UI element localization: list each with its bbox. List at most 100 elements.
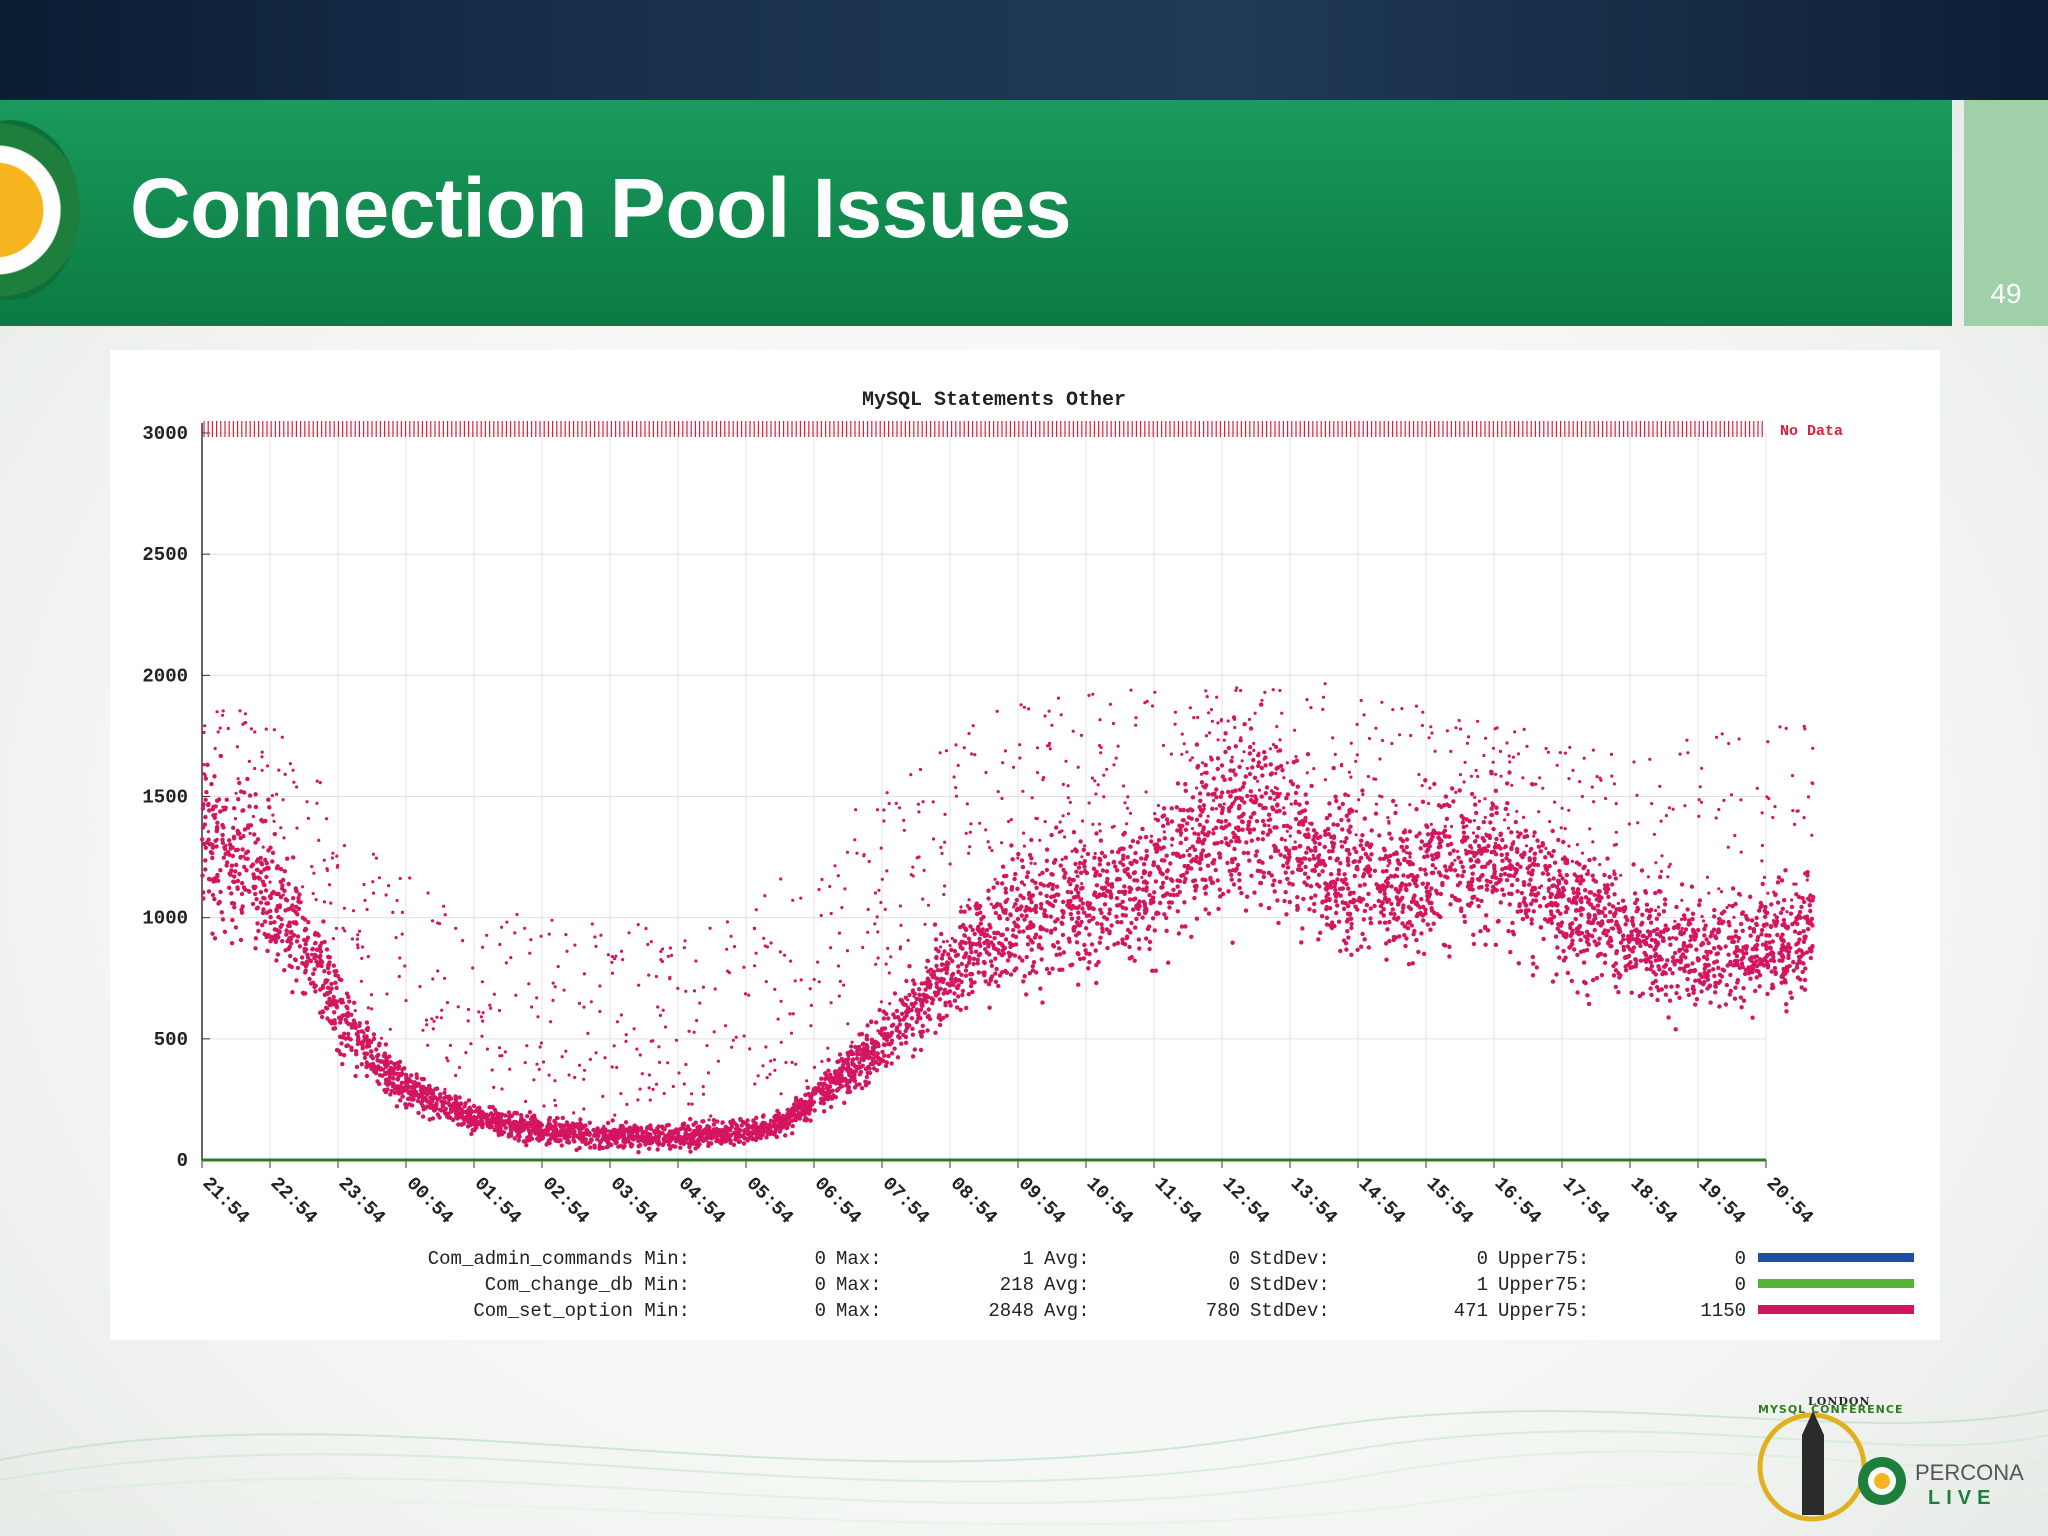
scatter-point [1447, 954, 1452, 959]
scatter-point [1602, 953, 1608, 958]
scatter-point [1049, 872, 1054, 877]
scatter-point [1653, 958, 1659, 963]
scatter-point [1451, 848, 1456, 853]
scatter-point [828, 1079, 833, 1085]
scatter-point [1440, 880, 1445, 886]
scatter-point [1039, 901, 1044, 907]
scatter-point [1476, 859, 1481, 864]
scatter-point [1582, 864, 1587, 869]
scatter-point [889, 1023, 895, 1028]
scatter-point [964, 1005, 969, 1011]
scatter-point [1140, 915, 1145, 920]
scatter-point [333, 980, 338, 985]
scatter-point [1488, 820, 1493, 825]
scatter-point [706, 1143, 711, 1148]
scatter-point [288, 953, 293, 959]
scatter-point [247, 793, 253, 798]
scatter-point [1336, 871, 1342, 877]
scatter-point [1245, 793, 1250, 799]
scatter-point [808, 1118, 813, 1123]
scatter-point [1297, 844, 1303, 849]
scatter-point [1344, 947, 1349, 952]
scatter-point [355, 1041, 360, 1047]
scatter-point [1763, 914, 1768, 919]
scatter-point [635, 1129, 640, 1134]
scatter-point [925, 1028, 930, 1033]
scatter-point [1754, 959, 1759, 964]
scatter-point [1359, 838, 1364, 843]
scatter-point [1438, 914, 1443, 920]
scatter-point [1644, 902, 1650, 907]
scatter-point [237, 871, 242, 877]
scatter-point [1342, 872, 1347, 877]
scatter-point [1757, 908, 1762, 913]
scatter-point [790, 1123, 795, 1129]
scatter-point [1380, 869, 1386, 874]
scatter-point [291, 920, 296, 925]
scatter-point [1747, 925, 1753, 931]
scatter-point [984, 928, 990, 933]
chart-title: MySQL Statements Other [862, 389, 1126, 412]
scatter-point [952, 938, 958, 944]
scatter-point [220, 917, 226, 922]
scatter-point [1184, 821, 1190, 826]
scatter-point [845, 1050, 850, 1056]
scatter-point [1774, 915, 1780, 920]
scatter-point [1391, 798, 1396, 804]
scatter-point [1480, 836, 1485, 841]
scatter-point [1779, 974, 1784, 979]
scatter-point [1256, 859, 1262, 864]
scatter-point [1805, 926, 1811, 932]
scatter-point [1645, 958, 1650, 963]
scatter-point [667, 1146, 673, 1151]
scatter-point [262, 931, 267, 937]
scatter-point [1781, 939, 1786, 944]
scatter-point [1419, 896, 1424, 902]
scatter-point [218, 868, 223, 873]
scatter-point [1706, 962, 1711, 968]
scatter-point [1709, 930, 1715, 936]
scatter-point [1002, 874, 1007, 879]
scatter-point [1726, 935, 1732, 941]
scatter-point [1469, 791, 1475, 797]
scatter-point [869, 1019, 874, 1024]
scatter-point [1762, 923, 1767, 928]
scatter-point [560, 1115, 565, 1121]
scatter-point [907, 992, 912, 998]
scatter-point [1273, 744, 1279, 750]
scatter-point [1484, 887, 1490, 892]
scatter-point [1547, 877, 1552, 883]
scatter-point [1321, 861, 1327, 866]
scatter-point [1357, 859, 1362, 864]
scatter-point [1769, 969, 1774, 974]
scatter-point [1782, 977, 1788, 983]
scatter-point [262, 919, 268, 924]
scatter-point [1448, 867, 1454, 872]
scatter-point [414, 1075, 420, 1080]
scatter-point [1162, 836, 1167, 841]
scatter-point [1171, 851, 1176, 856]
scatter-point [1129, 920, 1134, 926]
scatter-point [1654, 932, 1660, 937]
scatter-point [1558, 911, 1563, 916]
scatter-point [1158, 900, 1163, 906]
scatter-point [392, 1061, 397, 1067]
scatter-point [1550, 979, 1556, 984]
scatter-point [1322, 844, 1328, 850]
scatter-point [334, 985, 339, 991]
scatter-point [385, 1070, 390, 1075]
scatter-point [1474, 810, 1479, 816]
scatter-point [1602, 906, 1607, 911]
scatter-point [411, 1086, 417, 1092]
scatter-point [1469, 864, 1474, 870]
scatter-point [1134, 916, 1139, 922]
scatter-point [220, 837, 225, 842]
scatter-point [1406, 962, 1412, 967]
scatter-point [1654, 916, 1660, 921]
scatter-point [1617, 929, 1622, 935]
scatter-point [1014, 907, 1019, 913]
scatter-point [1520, 916, 1526, 922]
scatter-point [1275, 802, 1280, 807]
scatter-point [1431, 921, 1436, 926]
scatter-point [1535, 862, 1541, 868]
